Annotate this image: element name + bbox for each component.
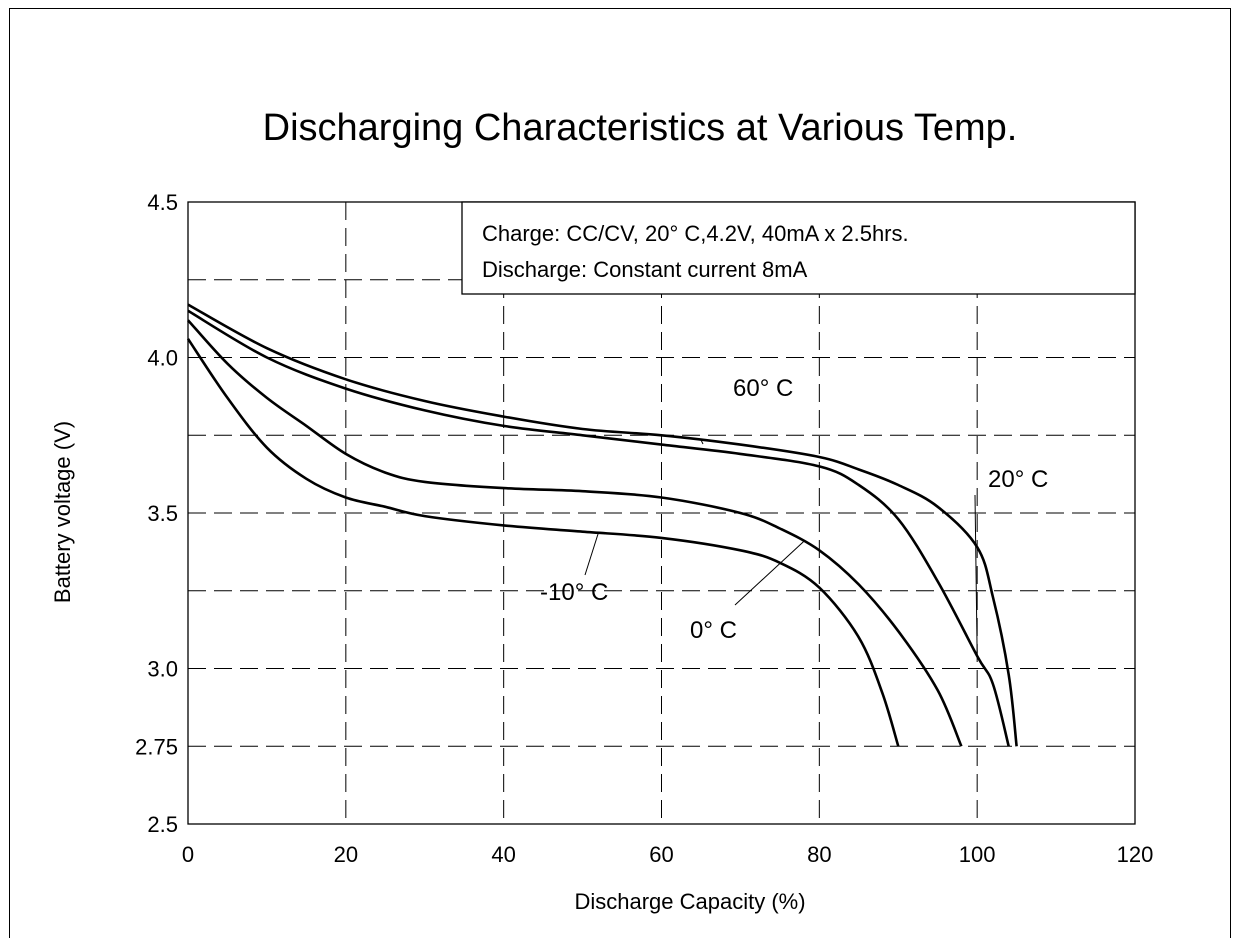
series-line xyxy=(186,338,900,747)
annotation-group: 60° C 20° C 0° C -10° C xyxy=(540,375,1048,657)
y-tick-label: 4.0 xyxy=(147,346,178,371)
curve-label: 60° C xyxy=(733,375,793,402)
x-tick-label: 80 xyxy=(807,842,831,867)
annotation-leader-line xyxy=(584,532,599,576)
y-axis-label: Battery voltage (V) xyxy=(50,421,75,603)
y-tick-label: 2.75 xyxy=(135,734,178,759)
x-tick-label: 120 xyxy=(1117,842,1154,867)
series-group xyxy=(186,303,1018,747)
y-tick-label: 2.5 xyxy=(147,812,178,837)
x-ticks: 0 20 40 60 80 100 120 xyxy=(182,842,1153,867)
annotation-leader-line xyxy=(734,541,804,606)
x-tick-label: 40 xyxy=(491,842,515,867)
x-tick-label: 60 xyxy=(649,842,673,867)
y-tick-label: 4.5 xyxy=(147,190,178,215)
curve-label: 20° C xyxy=(988,466,1048,493)
annotation-leader-line xyxy=(700,439,704,445)
series-line xyxy=(187,309,1010,747)
chart-frame xyxy=(9,8,1231,938)
chart-title: Discharging Characteristics at Various T… xyxy=(263,107,1018,149)
series-line xyxy=(187,303,1018,747)
y-tick-label: 3.0 xyxy=(147,657,178,682)
x-axis-label: Discharge Capacity (%) xyxy=(574,889,805,914)
note-box-border xyxy=(461,201,1136,295)
y-tick-label: 3.5 xyxy=(147,501,178,526)
note-discharge: Discharge: Constant current 8mA xyxy=(482,257,808,282)
x-tick-label: 0 xyxy=(182,842,194,867)
grid xyxy=(188,202,1135,824)
y-ticks: 4.5 4.0 3.5 3.0 2.75 2.5 xyxy=(135,190,178,837)
note-box: Charge: CC/CV, 20° C,4.2V, 40mA x 2.5hrs… xyxy=(461,201,1136,295)
x-tick-label: 100 xyxy=(959,842,996,867)
x-tick-label: 20 xyxy=(334,842,358,867)
series-line xyxy=(187,319,963,747)
curve-label: 0° C xyxy=(690,617,737,644)
note-charge: Charge: CC/CV, 20° C,4.2V, 40mA x 2.5hrs… xyxy=(482,221,909,246)
annotation-leader-line xyxy=(974,494,978,657)
curve-label: -10° C xyxy=(540,579,608,606)
